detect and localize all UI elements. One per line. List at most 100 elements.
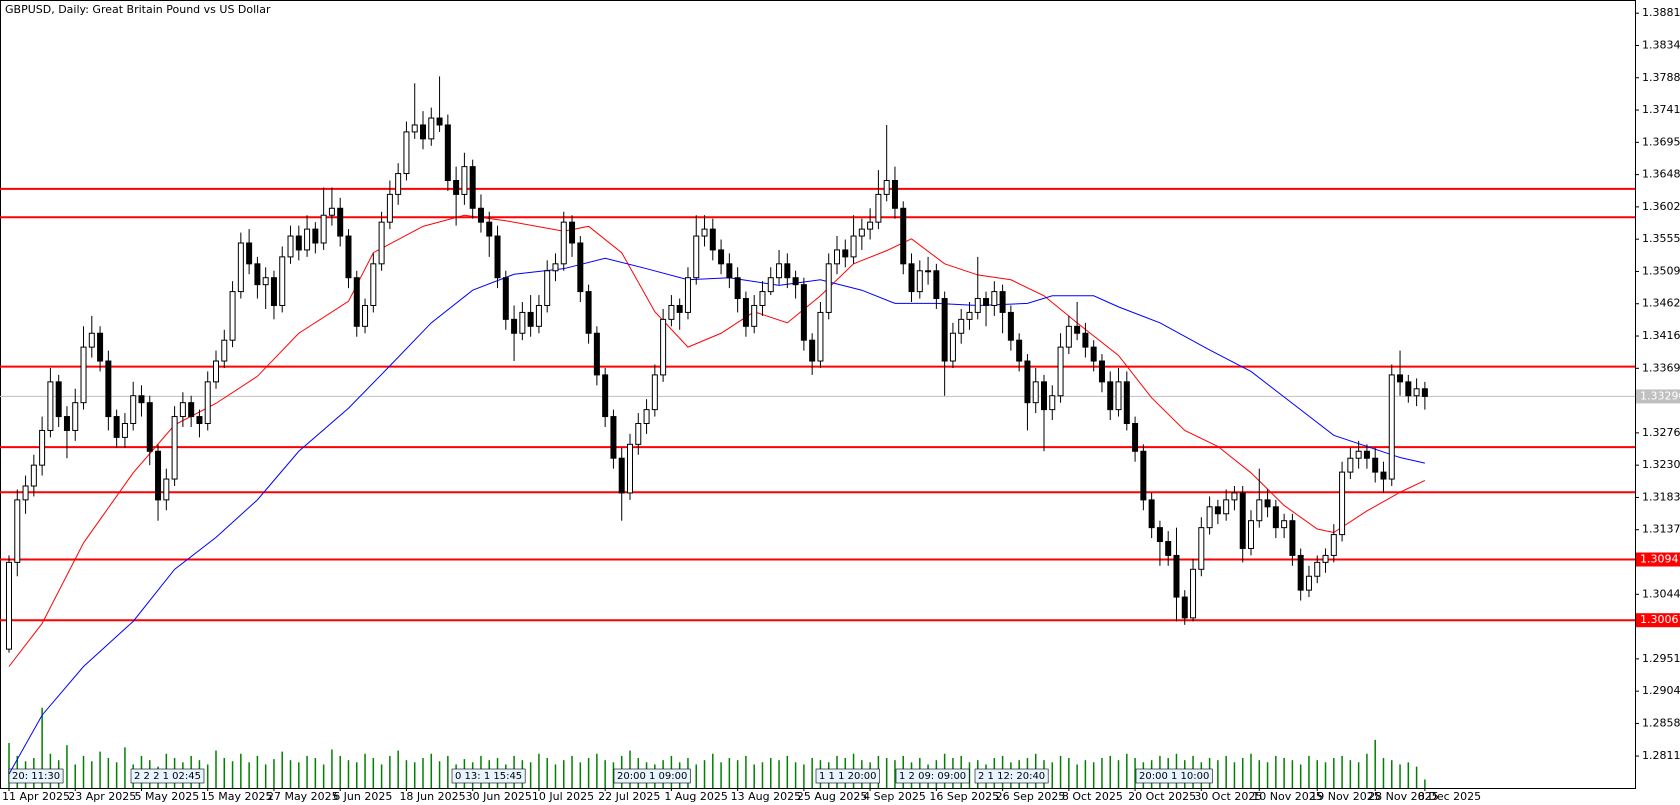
volume-bar <box>1324 762 1327 788</box>
volume-bar <box>447 755 449 788</box>
y-tick-label: 1.34160 <box>1642 329 1680 342</box>
candle-body <box>726 263 733 279</box>
x-tick-label: 16 Sep 2025 <box>929 790 999 803</box>
volume-bar <box>1357 762 1360 788</box>
candle-body <box>834 249 840 265</box>
candle-body <box>188 402 195 418</box>
candle-body <box>519 311 526 334</box>
level-label-box <box>1636 552 1680 567</box>
candle-body <box>610 416 617 459</box>
volume-bar <box>289 760 292 788</box>
volume-bar <box>811 758 813 788</box>
x-tick-label: 20 Oct 2025 <box>1128 790 1196 803</box>
candle-body <box>22 485 29 501</box>
candle-body <box>486 221 493 237</box>
event-box <box>895 768 970 784</box>
candle-body <box>1173 554 1180 598</box>
volume-bar <box>753 764 755 788</box>
candle-body <box>1322 554 1329 563</box>
event-box <box>613 768 691 784</box>
candle-body <box>560 221 567 265</box>
y-tick-label: 1.30440 <box>1642 587 1680 600</box>
volume-bar <box>206 764 209 788</box>
y-tick-label: 1.33695 <box>1642 361 1680 374</box>
level-label-box <box>1636 613 1680 628</box>
x-tick-label: 1 Aug 2025 <box>664 790 727 803</box>
volume-bar <box>74 764 76 788</box>
candle-body <box>535 304 542 327</box>
candle-body <box>1281 520 1288 529</box>
x-tick-label: 23 Apr 2025 <box>68 790 136 803</box>
candle-body <box>875 193 882 223</box>
candle-body <box>477 207 484 223</box>
candle-body <box>461 166 468 195</box>
candle-body <box>1339 471 1346 536</box>
candle-body <box>1314 561 1321 577</box>
volume-bar <box>1059 755 1062 788</box>
volume-bar <box>364 753 366 788</box>
volume-bar <box>339 755 341 788</box>
x-tick-label: 5 May 2025 <box>134 790 199 803</box>
candle-body <box>1372 457 1379 473</box>
candle-body <box>63 416 70 431</box>
candle-body <box>900 207 907 265</box>
volume-bar <box>356 762 358 788</box>
candle-body <box>742 298 749 327</box>
event-box <box>815 768 880 784</box>
candle-body <box>593 332 600 376</box>
candle-body <box>1206 506 1213 529</box>
volume-bar <box>124 747 126 788</box>
event-label: 20:00 1 09:00 <box>617 771 687 782</box>
candle-body <box>651 374 658 411</box>
candle-body <box>544 270 551 306</box>
candle-body <box>444 124 451 182</box>
volume-bar <box>1316 760 1318 788</box>
volume-bar <box>264 764 267 788</box>
candle-body <box>643 409 650 425</box>
candle-body <box>949 332 956 362</box>
candle-body <box>270 277 277 306</box>
candle-body <box>916 270 923 293</box>
volume-bar <box>1391 760 1393 788</box>
volume-bar <box>1415 766 1418 788</box>
candle-body <box>55 381 62 418</box>
y-tick-label: 1.28110 <box>1642 749 1680 762</box>
candle-body <box>511 318 518 334</box>
volume-bar <box>894 760 896 788</box>
candle-body <box>883 180 890 195</box>
candle-body <box>155 450 162 501</box>
volume-bar <box>761 762 764 788</box>
candle-body <box>585 291 592 334</box>
volume-bar <box>1225 755 1227 788</box>
volume-bar <box>413 762 416 788</box>
volume-bar <box>596 753 598 788</box>
candle-body <box>776 263 783 279</box>
y-tick-label: 1.35555 <box>1642 232 1680 245</box>
candle-body <box>328 207 335 216</box>
volume-bar <box>1275 755 1277 788</box>
y-tick-label: 1.37880 <box>1642 71 1680 84</box>
volume-bar <box>314 758 317 788</box>
candle-body <box>676 304 683 313</box>
candle-body <box>494 235 501 279</box>
candle-body <box>171 416 178 480</box>
candle-body <box>941 298 948 362</box>
candle-body <box>925 270 932 273</box>
x-tick-label: 10 Nov 2025 <box>1252 790 1322 803</box>
candle-body <box>163 478 170 501</box>
candle-body <box>345 235 352 279</box>
candle-body <box>718 249 725 265</box>
candle-body <box>113 416 120 438</box>
y-tick-label: 1.36485 <box>1642 168 1680 181</box>
candle-body <box>842 249 849 258</box>
candle-body <box>1041 381 1047 411</box>
candle-body <box>1107 381 1114 411</box>
candle-body <box>809 339 816 362</box>
candle-body <box>734 277 741 300</box>
candle-body <box>552 263 559 272</box>
event-label: 2 2 2 1 02:45 <box>134 771 201 782</box>
candle-body <box>237 242 244 293</box>
candle-body <box>908 263 915 293</box>
candle-body <box>684 277 691 313</box>
